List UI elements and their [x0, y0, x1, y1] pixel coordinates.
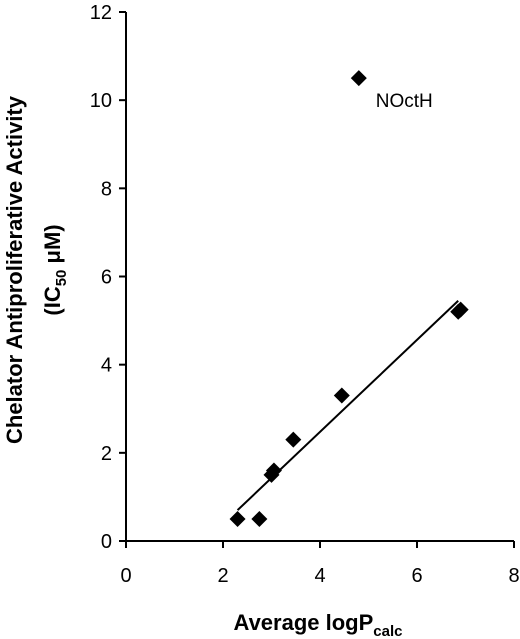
- y-axis-title-subscript: 50: [53, 270, 70, 287]
- data-point: [285, 431, 302, 448]
- x-tick-label: 6: [411, 565, 422, 587]
- y-tick-label: 4: [101, 355, 112, 377]
- axes: [125, 12, 514, 542]
- data-point: [452, 301, 469, 318]
- x-tick-label: 2: [217, 565, 228, 587]
- y-tick-label: 0: [101, 531, 112, 553]
- data-point: [350, 70, 367, 87]
- x-axis-title-subscript: calc: [373, 623, 402, 639]
- data-point: [333, 387, 350, 404]
- y-axis-title-line2: (IC50 μM): [40, 224, 70, 315]
- annotation-label: NOctH: [376, 91, 433, 112]
- x-axis-title: Average logPcalc: [234, 610, 403, 639]
- annotations: NOctH: [376, 91, 433, 112]
- y-axis-title-line1: Chelator Antiproliferative Activity: [2, 95, 27, 444]
- x-tick-label: 4: [314, 565, 325, 587]
- x-tick-label: 0: [120, 565, 131, 587]
- y-tick-label: 10: [90, 90, 112, 112]
- ticks: [119, 11, 515, 548]
- data-points: [229, 70, 469, 527]
- y-tick-label: 6: [101, 267, 112, 289]
- y-tick-label: 12: [90, 2, 112, 24]
- y-tick-label: 2: [101, 443, 112, 465]
- x-tick-label: 8: [508, 565, 519, 587]
- data-point: [229, 510, 246, 527]
- y-tick-label: 8: [101, 178, 112, 200]
- data-point: [265, 462, 282, 479]
- tick-labels: 0 2 4 6 8 0 2 4 6 8 10 12: [90, 2, 520, 587]
- data-point: [251, 510, 268, 527]
